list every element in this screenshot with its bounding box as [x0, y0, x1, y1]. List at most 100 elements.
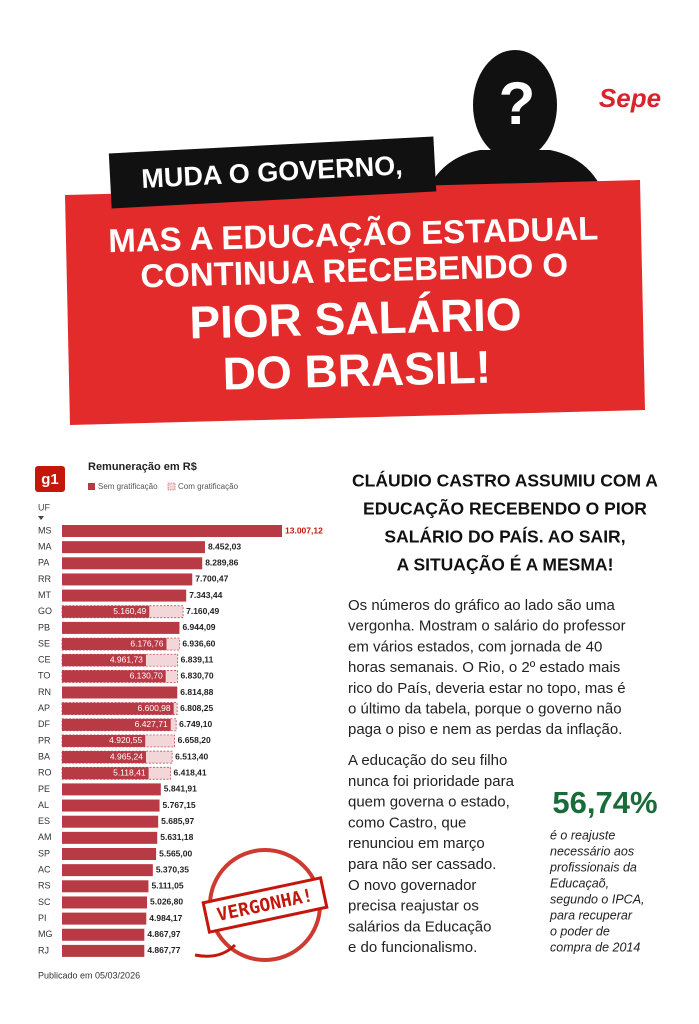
chart-note: Publicado em 05/03/2026: [38, 970, 140, 980]
value-label: 4.867,77: [147, 945, 180, 955]
stat-note-line: profissionais da: [549, 860, 637, 874]
value-label: 4.965,24: [110, 751, 143, 761]
value-label: 4.867,97: [147, 929, 180, 939]
article-heading: SALÁRIO DO PAÍS. AO SAIR,: [384, 526, 625, 547]
stat-note-line: o poder de: [550, 924, 610, 938]
article-heading: CLÁUDIO CASTRO ASSUMIU COM A: [352, 470, 658, 491]
category-label: MG: [38, 929, 53, 939]
category-label: PE: [38, 784, 50, 794]
value-label: 5.767,15: [163, 800, 196, 810]
value-label: 6.427,71: [135, 719, 168, 729]
category-axis-label: UF: [38, 502, 50, 512]
category-label: SC: [38, 897, 51, 907]
value-label: 6.658,20: [178, 735, 211, 745]
bar-without-bonus: [62, 670, 166, 683]
paragraph-line: o último da tabela, porque o governo não: [348, 700, 622, 717]
value-label: 4.984,17: [149, 913, 182, 923]
category-label: MA: [38, 542, 52, 552]
value-label: 8.289,86: [205, 558, 238, 568]
legend-swatch: [88, 483, 95, 490]
paragraph-line: para não ser cassado.: [348, 856, 496, 873]
paragraph-line: paga o piso e nem as perdas da inflação.: [348, 721, 622, 738]
paragraph-line: e do funcionalismo.: [348, 939, 477, 956]
category-label: RS: [38, 881, 51, 891]
bar-without-bonus: [62, 944, 145, 957]
value-label: 6.814,88: [180, 687, 213, 697]
logo: Sepe: [599, 83, 661, 113]
stat-note-line: necessário aos: [550, 844, 634, 858]
legend-label: Sem gratificação: [98, 482, 158, 491]
bar-without-bonus: [62, 589, 187, 602]
bar-without-bonus: [62, 751, 146, 764]
bar-without-bonus: [62, 605, 150, 618]
value-label: 4.961,73: [110, 654, 143, 664]
value-label: 6.130,70: [130, 671, 163, 681]
category-label: AP: [38, 703, 50, 713]
value-label: 5.370,35: [156, 864, 189, 874]
sort-icon: [38, 516, 44, 520]
category-label: TO: [38, 671, 50, 681]
value-label: 5.026,80: [150, 897, 183, 907]
bar-without-bonus: [62, 799, 160, 812]
value-label: 8.452,03: [208, 541, 241, 551]
value-label: 6.839,11: [181, 654, 214, 664]
bar-without-bonus: [62, 928, 145, 941]
value-label: 13.007,12: [285, 525, 323, 535]
bar-without-bonus: [62, 718, 171, 731]
paragraph-line: em vários estados, com jornada de 40: [348, 638, 602, 655]
bar-without-bonus: [62, 864, 153, 877]
paragraph-line: quem governa o estado,: [348, 794, 510, 811]
source-logo: g1: [41, 471, 59, 488]
bar-without-bonus: [62, 880, 149, 893]
category-label: RN: [38, 687, 51, 697]
value-label: 6.176,76: [130, 638, 163, 648]
legend-label: Com gratificação: [178, 482, 239, 491]
category-label: GO: [38, 606, 52, 616]
source-logo-box: [35, 466, 65, 492]
category-label: CE: [38, 655, 51, 665]
stamp-arrow: [194, 943, 237, 958]
category-label: MS: [38, 525, 52, 535]
paragraph-line: precisa reajustar os: [348, 898, 479, 915]
category-label: PA: [38, 558, 49, 568]
category-label: SP: [38, 848, 50, 858]
stat-note-line: segundo o IPCA,: [550, 892, 645, 906]
headline-box: [65, 180, 645, 425]
value-label: 6.808,25: [180, 703, 213, 713]
highlight-line: DO BRASIL!: [222, 341, 492, 400]
highlight-line: PIOR SALÁRIO: [189, 288, 522, 349]
value-label: 6.936,60: [182, 638, 215, 648]
value-label: 5.118,41: [113, 768, 146, 778]
paragraph-line: como Castro, que: [348, 814, 466, 831]
bar-without-bonus: [62, 686, 178, 699]
bar-without-bonus: [62, 573, 193, 586]
value-label: 5.565,00: [159, 848, 192, 858]
category-label: PB: [38, 622, 50, 632]
stat-note-line: compra de 2014: [550, 940, 640, 954]
paragraph-line: salários da Educação: [348, 918, 491, 935]
category-label: SE: [38, 638, 50, 648]
chart-title: Remuneração em R$: [88, 461, 197, 473]
paragraph-line: A educação do seu filho: [348, 752, 507, 769]
bar-without-bonus: [62, 896, 148, 909]
bar-without-bonus: [62, 912, 147, 925]
category-label: PI: [38, 913, 47, 923]
question-mark: ?: [499, 70, 536, 137]
value-label: 7.160,49: [186, 606, 219, 616]
kicker-box: [108, 136, 437, 209]
value-label: 7.700,47: [195, 574, 228, 584]
bar-without-bonus: [62, 621, 180, 634]
bar-without-bonus: [62, 525, 282, 537]
value-label: 5.685,97: [161, 816, 194, 826]
category-label: ES: [38, 816, 50, 826]
value-label: 5.160,49: [113, 606, 146, 616]
stat: 56,74%: [552, 785, 657, 820]
bar-without-bonus: [62, 541, 205, 554]
bar-without-bonus: [62, 638, 167, 651]
paragraph-line: nunca foi prioridade para: [348, 773, 515, 790]
stat-note-line: para recuperar: [549, 908, 633, 922]
value-label: 6.944,09: [182, 622, 215, 632]
value-label: 7.343,44: [189, 590, 222, 600]
category-label: BA: [38, 751, 50, 761]
